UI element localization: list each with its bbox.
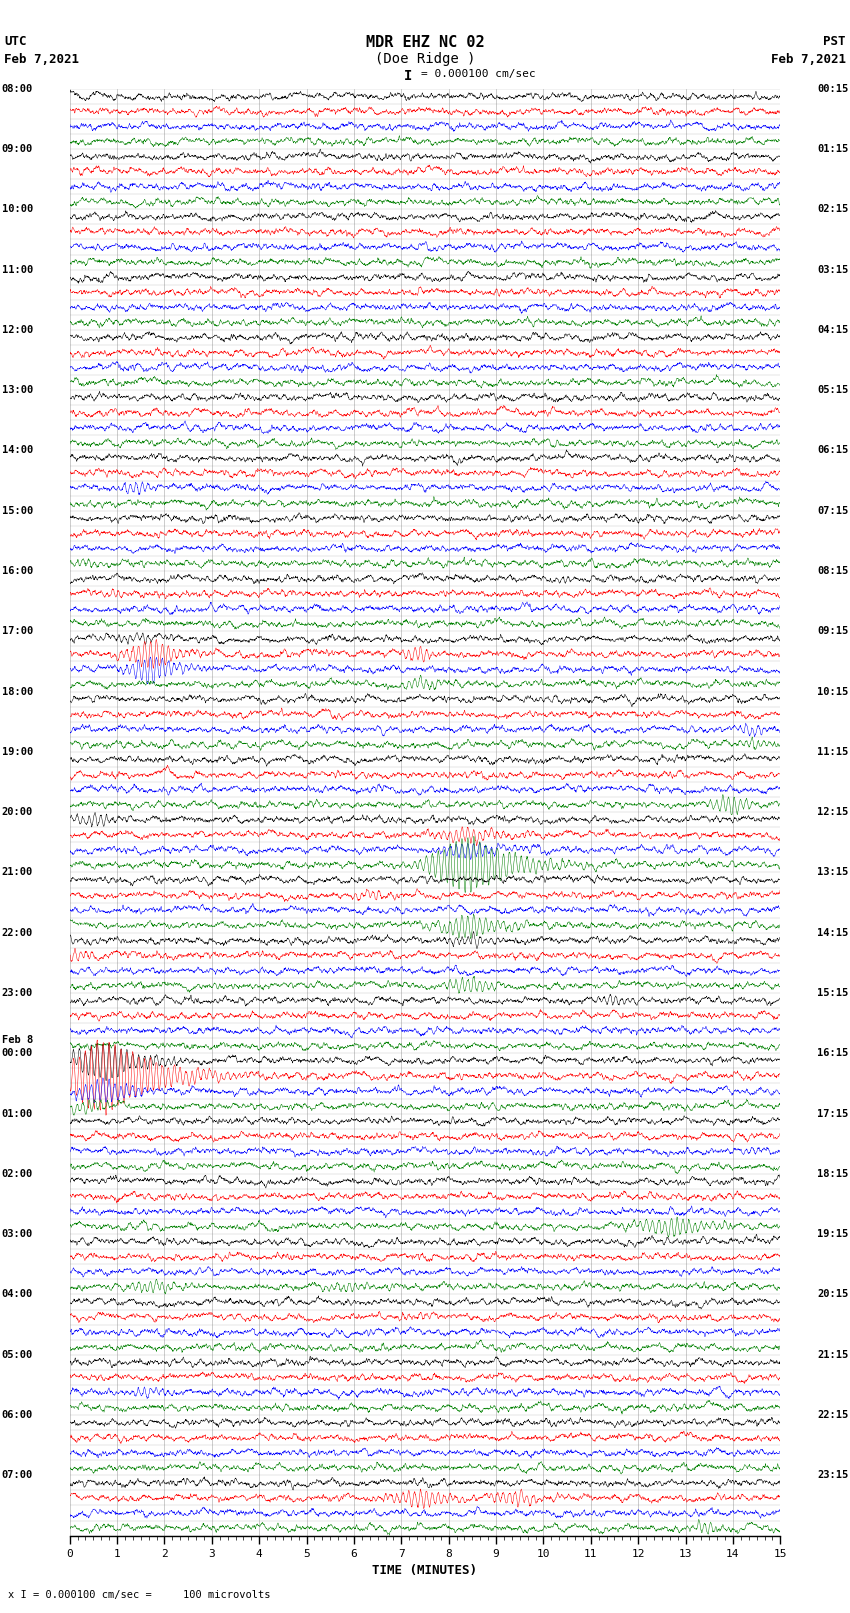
Text: 09:00: 09:00 bbox=[2, 144, 33, 153]
Text: 17:15: 17:15 bbox=[817, 1108, 848, 1118]
Text: 22:15: 22:15 bbox=[817, 1410, 848, 1419]
Text: 23:00: 23:00 bbox=[2, 989, 33, 998]
Text: 10:00: 10:00 bbox=[2, 205, 33, 215]
Text: = 0.000100 cm/sec: = 0.000100 cm/sec bbox=[421, 69, 536, 79]
Text: 22:00: 22:00 bbox=[2, 927, 33, 937]
Text: 04:15: 04:15 bbox=[817, 324, 848, 336]
Text: 10:15: 10:15 bbox=[817, 687, 848, 697]
Text: 00:00: 00:00 bbox=[2, 1048, 33, 1058]
Text: 02:00: 02:00 bbox=[2, 1169, 33, 1179]
Text: 11:00: 11:00 bbox=[2, 265, 33, 274]
Text: 00:15: 00:15 bbox=[817, 84, 848, 94]
Text: 07:00: 07:00 bbox=[2, 1471, 33, 1481]
Text: 14:00: 14:00 bbox=[2, 445, 33, 455]
Text: 19:00: 19:00 bbox=[2, 747, 33, 756]
Text: 01:00: 01:00 bbox=[2, 1108, 33, 1118]
Text: 13:00: 13:00 bbox=[2, 386, 33, 395]
Text: 05:15: 05:15 bbox=[817, 386, 848, 395]
Text: 19:15: 19:15 bbox=[817, 1229, 848, 1239]
Text: 14:15: 14:15 bbox=[817, 927, 848, 937]
Text: 20:15: 20:15 bbox=[817, 1289, 848, 1300]
X-axis label: TIME (MINUTES): TIME (MINUTES) bbox=[372, 1565, 478, 1578]
Text: 04:00: 04:00 bbox=[2, 1289, 33, 1300]
Text: Feb 7,2021: Feb 7,2021 bbox=[4, 53, 79, 66]
Text: 13:15: 13:15 bbox=[817, 868, 848, 877]
Text: (Doe Ridge ): (Doe Ridge ) bbox=[375, 52, 475, 66]
Text: Feb 7,2021: Feb 7,2021 bbox=[771, 53, 846, 66]
Text: PST: PST bbox=[824, 35, 846, 48]
Text: UTC: UTC bbox=[4, 35, 26, 48]
Text: 12:15: 12:15 bbox=[817, 806, 848, 818]
Text: 08:15: 08:15 bbox=[817, 566, 848, 576]
Text: 20:00: 20:00 bbox=[2, 806, 33, 818]
Text: 01:15: 01:15 bbox=[817, 144, 848, 153]
Text: 06:15: 06:15 bbox=[817, 445, 848, 455]
Text: 08:00: 08:00 bbox=[2, 84, 33, 94]
Text: 15:00: 15:00 bbox=[2, 506, 33, 516]
Text: 09:15: 09:15 bbox=[817, 626, 848, 636]
Text: I: I bbox=[404, 69, 412, 84]
Text: 18:15: 18:15 bbox=[817, 1169, 848, 1179]
Text: 05:00: 05:00 bbox=[2, 1350, 33, 1360]
Text: 03:15: 03:15 bbox=[817, 265, 848, 274]
Text: 07:15: 07:15 bbox=[817, 506, 848, 516]
Text: 23:15: 23:15 bbox=[817, 1471, 848, 1481]
Text: MDR EHZ NC 02: MDR EHZ NC 02 bbox=[366, 35, 484, 50]
Text: 03:00: 03:00 bbox=[2, 1229, 33, 1239]
Text: 06:00: 06:00 bbox=[2, 1410, 33, 1419]
Text: 17:00: 17:00 bbox=[2, 626, 33, 636]
Text: x I = 0.000100 cm/sec =     100 microvolts: x I = 0.000100 cm/sec = 100 microvolts bbox=[8, 1590, 271, 1600]
Text: 16:15: 16:15 bbox=[817, 1048, 848, 1058]
Text: 02:15: 02:15 bbox=[817, 205, 848, 215]
Text: 21:00: 21:00 bbox=[2, 868, 33, 877]
Text: Feb 8: Feb 8 bbox=[2, 1036, 33, 1045]
Text: 15:15: 15:15 bbox=[817, 989, 848, 998]
Text: 16:00: 16:00 bbox=[2, 566, 33, 576]
Text: 18:00: 18:00 bbox=[2, 687, 33, 697]
Text: 21:15: 21:15 bbox=[817, 1350, 848, 1360]
Text: 11:15: 11:15 bbox=[817, 747, 848, 756]
Text: 12:00: 12:00 bbox=[2, 324, 33, 336]
